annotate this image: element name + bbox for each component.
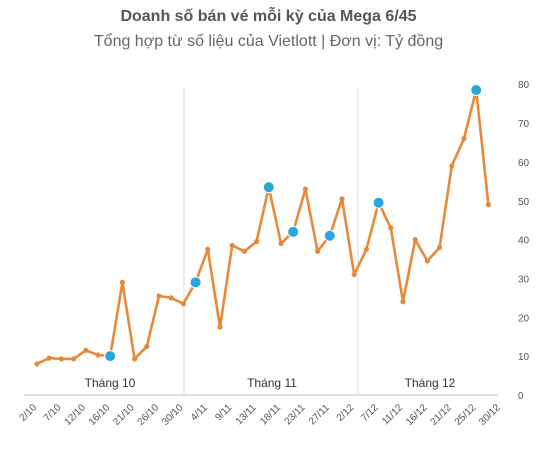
data-point [217, 324, 223, 330]
x-tick-label: 9/11 [213, 402, 234, 423]
data-point [485, 202, 491, 208]
data-point [58, 356, 64, 362]
data-point [119, 279, 125, 285]
data-point [424, 258, 430, 264]
data-point [180, 301, 186, 307]
y-tick-label: 40 [518, 236, 530, 247]
data-point [71, 356, 77, 362]
data-point [437, 244, 443, 250]
data-point [388, 225, 394, 231]
chart-subtitle: Tổng hợp từ số liệu của Vietlott | Đơn v… [93, 33, 444, 50]
x-tick-label: 30/10 [160, 402, 186, 428]
highlight-point [262, 181, 275, 194]
x-tick-label: 16/10 [87, 402, 113, 428]
x-tick-label: 30/12 [477, 402, 503, 428]
data-point [254, 238, 260, 245]
x-tick-label: 21/12 [428, 402, 454, 428]
x-tick-label: 7/12 [359, 402, 381, 424]
highlight-point [287, 225, 300, 238]
highlight-point [189, 276, 202, 289]
x-tick-label: 21/10 [111, 402, 137, 428]
data-point [144, 343, 150, 350]
x-tick-label: 7/10 [42, 402, 64, 424]
data-point [241, 248, 247, 254]
data-point [449, 163, 455, 169]
y-tick-label: 0 [518, 391, 524, 402]
data-point [132, 356, 138, 362]
highlight-point [372, 196, 385, 209]
month-label: Tháng 12 [405, 376, 456, 390]
x-tick-label: 27/11 [307, 402, 332, 427]
data-point [278, 240, 284, 247]
x-tick-label: 18/11 [258, 402, 283, 427]
data-point [302, 186, 308, 192]
data-point [229, 242, 235, 249]
data-point [351, 271, 357, 278]
data-point [34, 361, 40, 367]
month-label: Tháng 11 [247, 376, 297, 390]
y-tick-label: 10 [518, 352, 530, 363]
x-tick-label: 2/12 [335, 402, 357, 424]
data-point [156, 293, 162, 299]
y-tick-label: 60 [518, 158, 530, 169]
data-point [363, 246, 369, 252]
x-tick-label: 25/12 [453, 402, 479, 428]
month-label: Tháng 10 [85, 376, 136, 390]
highlight-point [470, 84, 483, 97]
data-point [46, 355, 52, 361]
x-tick-label: 11/12 [380, 402, 405, 427]
x-tick-label: 23/11 [283, 402, 308, 427]
x-tick-label: 2/10 [18, 402, 40, 424]
data-point [205, 246, 211, 252]
series-line [35, 88, 490, 366]
y-tick-label: 20 [518, 313, 530, 324]
data-point [339, 196, 345, 202]
x-tick-label: 12/10 [62, 402, 88, 428]
data-point [461, 135, 467, 142]
highlight-point [323, 229, 336, 242]
highlight-point [104, 350, 117, 363]
y-tick-label: 80 [518, 80, 530, 91]
x-tick-label: 4/11 [189, 402, 210, 423]
x-tick-label: 16/12 [404, 402, 430, 428]
chart-title: Doanh số bán vé mỗi kỳ của Mega 6/45 [120, 8, 417, 25]
x-tick-label: 13/11 [234, 402, 259, 427]
y-tick-label: 50 [518, 197, 530, 208]
x-tick-label: 26/10 [136, 402, 162, 428]
data-point [315, 248, 321, 254]
y-tick-label: 70 [518, 119, 530, 130]
data-point [400, 299, 406, 305]
data-point [412, 237, 418, 243]
data-point [83, 347, 89, 353]
data-point [95, 352, 101, 358]
y-tick-label: 30 [518, 274, 530, 285]
data-point [168, 295, 174, 301]
